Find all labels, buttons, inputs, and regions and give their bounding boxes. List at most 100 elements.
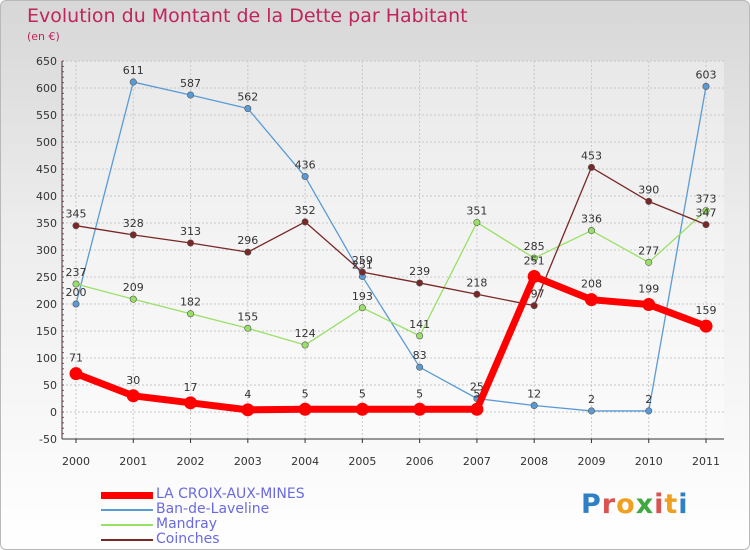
data-point	[301, 173, 309, 181]
data-point	[244, 324, 252, 332]
y-tick-label: 650	[36, 55, 57, 68]
series-line	[75, 166, 707, 307]
brand-letter: r	[601, 489, 617, 520]
x-tick-label: 2007	[463, 455, 491, 468]
y-tick-label: 100	[36, 352, 57, 365]
data-point	[301, 218, 309, 226]
data-point	[699, 319, 713, 333]
brand-letter: o	[616, 489, 636, 520]
data-point	[702, 221, 710, 229]
data-point	[187, 91, 195, 99]
series-line	[75, 209, 707, 346]
data-point	[702, 82, 710, 90]
data-point	[642, 298, 656, 312]
data-label: 193	[352, 290, 373, 303]
y-tick-label: 500	[36, 136, 57, 149]
data-point	[413, 402, 427, 416]
data-point	[129, 231, 137, 239]
data-point	[187, 310, 195, 318]
series-la-croix-aux-mines: 71 30 17 4 5 5 5 5 251 208 199 159	[69, 254, 717, 417]
data-point	[358, 304, 366, 312]
y-tick-label: 600	[36, 82, 57, 95]
data-label: 351	[466, 204, 487, 217]
series-mandray: 237 209 182 155 124 193 141 351 285 336 277 373	[66, 193, 717, 349]
data-label: 2	[588, 393, 595, 406]
legend-label: Ban-de-Laveline	[156, 501, 270, 517]
x-tick-label: 2004	[291, 455, 319, 468]
data-point	[241, 403, 255, 417]
data-label: 239	[409, 265, 430, 278]
brand-letter: i	[678, 489, 689, 520]
data-point	[587, 407, 595, 415]
y-tick-label: 400	[36, 190, 57, 203]
data-point	[416, 279, 424, 287]
legend-label: Mandray	[156, 516, 218, 532]
data-point	[530, 402, 538, 410]
y-tick-label: 150	[36, 325, 57, 338]
chart-unit-label: (en €)	[27, 30, 60, 43]
x-tick-label: 2009	[577, 455, 605, 468]
data-label: 251	[524, 254, 545, 267]
data-label: 5	[302, 387, 309, 400]
data-point	[355, 402, 369, 416]
data-label: 562	[237, 91, 258, 104]
series-line	[72, 272, 710, 414]
data-label: 373	[696, 193, 717, 206]
y-tick-label: -50	[39, 433, 57, 446]
y-tick-label: 300	[36, 244, 57, 257]
data-label: 313	[180, 225, 201, 238]
data-point	[473, 218, 481, 226]
data-label: 200	[66, 286, 87, 299]
data-label: 347	[696, 207, 717, 220]
x-tick-label: 2005	[348, 455, 376, 468]
brand-letter: P	[581, 489, 602, 520]
data-label: 336	[581, 213, 602, 226]
y-tick-label: 450	[36, 163, 57, 176]
legend-swatch	[101, 524, 153, 526]
data-label: 83	[413, 349, 427, 362]
data-label: 124	[295, 327, 316, 340]
data-label: 71	[69, 352, 83, 365]
legend-label: Coinches	[156, 531, 220, 547]
data-point	[530, 254, 538, 262]
legend-swatch	[101, 539, 153, 541]
data-label: 12	[527, 388, 541, 401]
data-point	[416, 332, 424, 340]
data-label: 259	[352, 254, 373, 267]
data-point	[584, 293, 598, 307]
data-point	[244, 248, 252, 256]
data-point	[72, 300, 80, 308]
x-tick-label: 2006	[406, 455, 434, 468]
data-label: 199	[638, 283, 659, 296]
data-point	[358, 268, 366, 276]
data-point	[645, 197, 653, 205]
brand-letter: x	[635, 489, 655, 520]
data-label: 159	[696, 304, 717, 317]
data-point	[187, 239, 195, 247]
data-point	[244, 105, 252, 113]
brand-letter: i	[654, 489, 665, 520]
data-point	[184, 396, 198, 410]
data-label: 390	[638, 183, 659, 196]
data-point	[587, 227, 595, 235]
brand-logo: Proxiti	[581, 489, 689, 520]
x-tick-label: 2001	[119, 455, 147, 468]
data-label: 328	[123, 217, 144, 230]
data-label: 218	[466, 276, 487, 289]
data-label: 30	[126, 374, 140, 387]
data-point	[473, 290, 481, 298]
data-point	[702, 207, 710, 215]
data-label: 285	[524, 240, 545, 253]
data-point	[530, 302, 538, 310]
data-label: 182	[180, 296, 201, 309]
data-label: 352	[295, 204, 316, 217]
data-label: 296	[237, 234, 258, 247]
y-tick-label: 250	[36, 271, 57, 284]
data-label: 587	[180, 77, 201, 90]
data-label: 4	[244, 388, 251, 401]
data-label: 17	[184, 381, 198, 394]
data-label: 237	[66, 266, 87, 279]
data-label: 277	[638, 244, 659, 257]
